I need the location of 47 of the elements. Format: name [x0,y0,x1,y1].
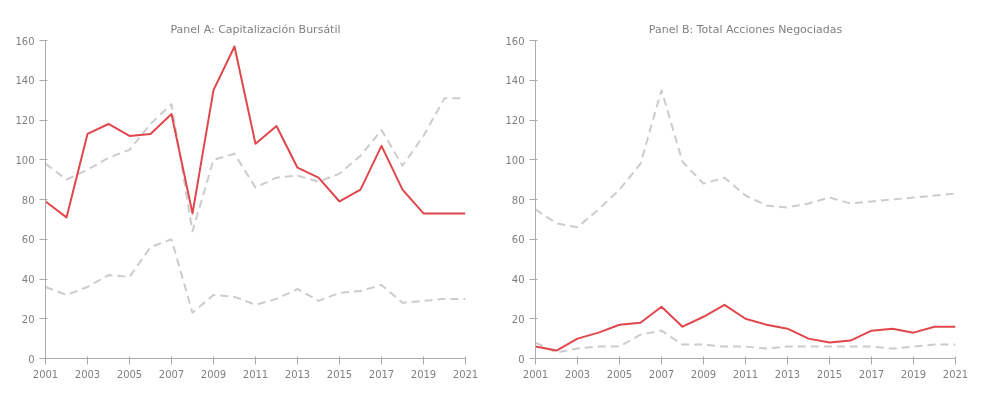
x-tick-label: 2003 [74,368,101,380]
chart-title: Panel A: Capitalización Bursátil [170,22,341,36]
y-tick-label: 160 [15,35,35,47]
x-tick-label: 2001 [32,368,59,380]
y-tick-label: 80 [21,194,35,206]
y-tick-label: 140 [15,75,35,87]
x-tick-label: 2017 [858,368,885,380]
x-tick-label: 2005 [116,368,143,380]
x-tick-label: 2013 [284,368,311,380]
y-tick-label: 100 [15,154,35,166]
x-tick-label: 2003 [564,368,591,380]
line-series [45,238,466,314]
line-series [535,89,956,229]
y-tick-label: 160 [505,35,525,47]
x-tick-label: 2015 [326,368,353,380]
y-tick-label: 120 [15,115,35,126]
y-tick-label: 140 [505,75,525,87]
x-tick-label: 2021 [452,368,479,380]
x-tick-label: 2019 [900,368,927,380]
x-tick-label: 2017 [368,368,395,380]
y-tick-label: 0 [518,353,525,365]
y-tick-label: 20 [21,313,35,325]
x-tick-label: 2007 [158,368,185,380]
x-tick-label: 2009 [690,368,717,380]
y-tick-label: 20 [511,313,525,325]
y-tick-label: 80 [511,194,525,206]
y-tick-label: 40 [511,274,525,285]
x-tick-label: 2021 [942,368,969,380]
y-tick-label: 0 [28,353,35,365]
x-tick-label: 2001 [522,368,549,380]
x-tick-label: 2011 [732,368,759,380]
x-tick-label: 2013 [774,368,801,380]
y-tick-label: 40 [21,274,35,285]
y-tick-label: 100 [505,154,525,166]
y-tick-label: 60 [21,234,35,246]
x-tick-label: 2009 [200,368,227,380]
y-tick-label: 60 [511,234,525,246]
x-tick-label: 2015 [816,368,843,380]
x-tick-label: 2005 [606,368,633,380]
x-tick-label: 2019 [410,368,437,380]
y-tick-label: 120 [505,115,525,126]
chart-title: Panel B: Total Acciones Negociadas [648,22,843,36]
x-tick-label: 2011 [242,368,269,380]
line-series [535,329,956,354]
x-tick-label: 2007 [648,368,675,380]
line-series [535,303,956,352]
line-series [45,45,466,219]
